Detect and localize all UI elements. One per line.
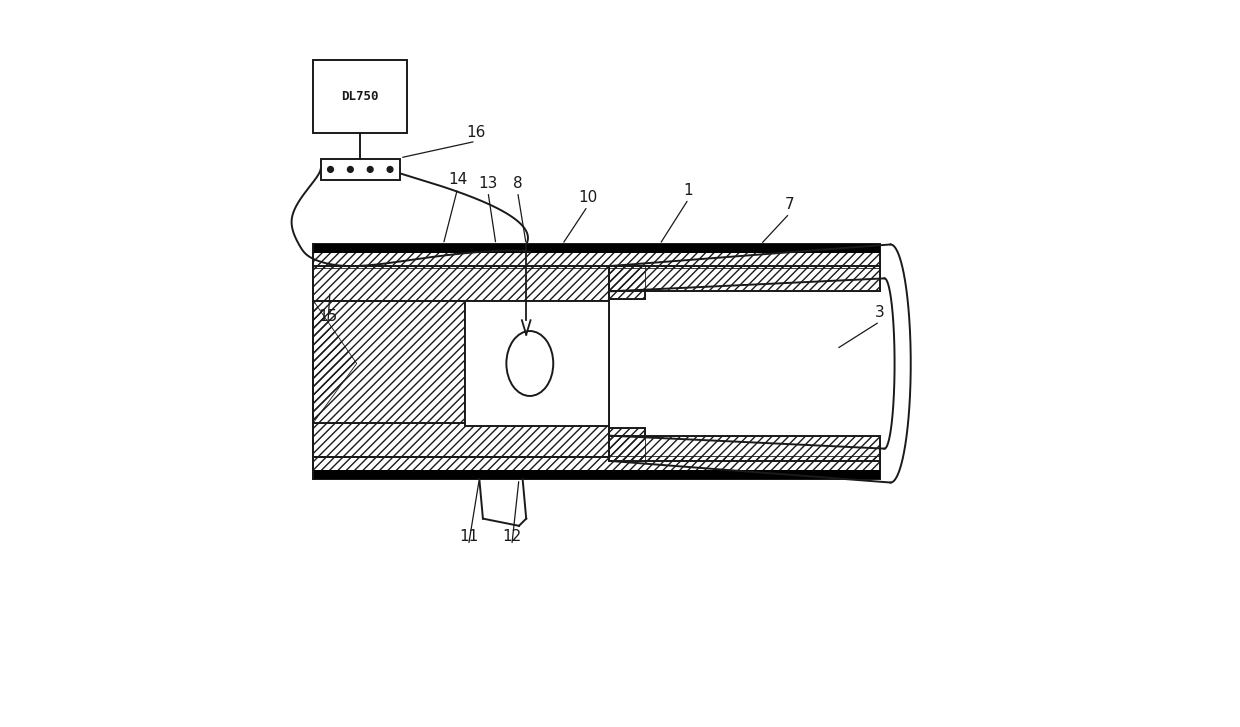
Bar	[314, 456, 879, 479]
Bar	[314, 244, 879, 268]
Text: 15: 15	[319, 309, 337, 324]
Text: 8: 8	[513, 176, 522, 190]
Text: 11: 11	[459, 529, 479, 544]
Bar	[609, 435, 879, 461]
Text: 14: 14	[448, 172, 467, 187]
Bar	[609, 292, 879, 435]
Bar	[609, 266, 879, 292]
Circle shape	[347, 166, 353, 172]
Bar	[609, 428, 645, 461]
Circle shape	[367, 166, 373, 172]
Bar	[314, 470, 879, 479]
Polygon shape	[314, 266, 609, 301]
Text: 3: 3	[875, 305, 884, 321]
Text: DL750: DL750	[341, 90, 379, 103]
Text: 12: 12	[502, 529, 521, 544]
Bar	[314, 244, 879, 253]
Polygon shape	[314, 301, 465, 422]
Bar	[314, 456, 879, 479]
Bar	[609, 428, 645, 461]
Bar	[314, 244, 879, 268]
Bar	[321, 159, 401, 180]
Text: 13: 13	[479, 176, 497, 190]
Polygon shape	[314, 422, 609, 457]
Bar	[465, 301, 609, 426]
Bar	[609, 435, 879, 461]
Circle shape	[387, 166, 393, 172]
Bar	[609, 266, 879, 292]
Polygon shape	[314, 301, 357, 422]
Text: 7: 7	[785, 197, 795, 212]
Bar	[609, 266, 645, 299]
Bar	[314, 60, 407, 132]
Bar	[609, 266, 645, 299]
Circle shape	[327, 166, 334, 172]
Text: 16: 16	[466, 125, 485, 140]
Text: 1: 1	[683, 183, 693, 198]
Text: 10: 10	[578, 190, 598, 205]
